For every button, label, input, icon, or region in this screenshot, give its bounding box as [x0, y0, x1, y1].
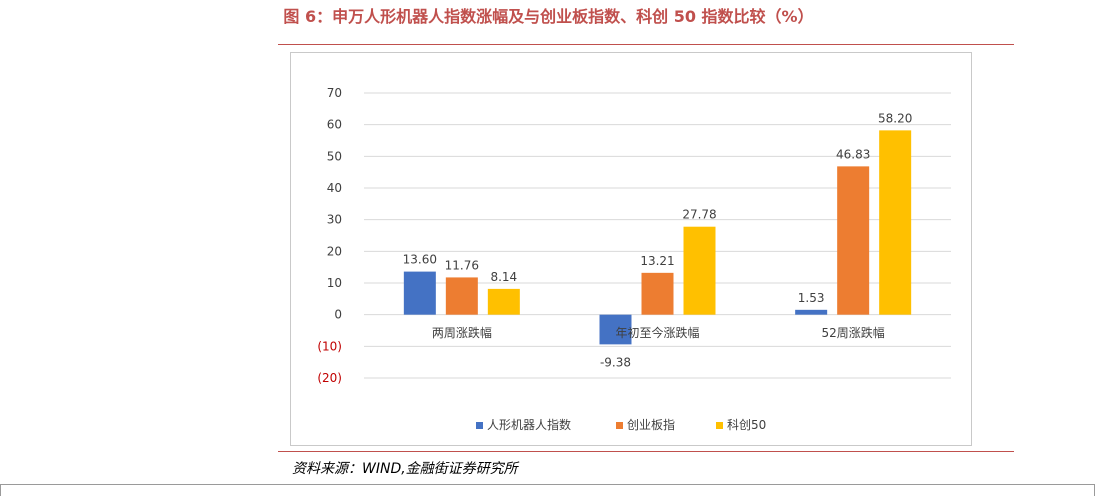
- category-label: 年初至今涨跌幅: [615, 325, 699, 340]
- y-tick-label: 10: [327, 276, 342, 290]
- y-tick-label: 20: [327, 244, 342, 258]
- page-frame: [0, 484, 1095, 496]
- data-label: 46.83: [836, 147, 870, 161]
- legend: 人形机器人指数 创业板指 科创50: [476, 417, 766, 432]
- y-tick-label: 30: [327, 213, 342, 227]
- bars: [403, 130, 912, 345]
- data-label: 58.20: [878, 111, 912, 125]
- category-labels: 两周涨跌幅 年初至今涨跌幅 52周涨跌幅: [432, 325, 885, 340]
- y-tick-label: (20): [317, 371, 342, 385]
- legend-swatch: [616, 422, 623, 429]
- legend-label: 科创50: [727, 418, 766, 432]
- bar: [641, 272, 674, 315]
- y-tick-label: 70: [327, 86, 342, 100]
- source-divider: [278, 451, 1014, 452]
- bar: [683, 226, 716, 315]
- data-label: 8.14: [490, 270, 517, 284]
- source-note: 资料来源：WIND,金融街证券研究所: [292, 461, 518, 477]
- bar: [795, 309, 828, 315]
- legend-label: 人形机器人指数: [487, 417, 571, 432]
- data-labels: 13.60 11.76 8.14 -9.38 13.21 27.78 1.53 46.83 58…: [403, 111, 913, 369]
- bar: [445, 277, 478, 315]
- legend-swatch: [476, 422, 483, 429]
- bar: [837, 166, 870, 315]
- data-label: 11.76: [445, 258, 479, 272]
- data-label: 1.53: [798, 291, 825, 305]
- chart-frame: 70 60 50 40 30 20 10 0 (10) (20) 13.60 11.76 8.14 -9…: [290, 52, 972, 446]
- y-tick-label: 40: [327, 181, 342, 195]
- bar: [599, 314, 632, 345]
- y-axis-ticks: 70 60 50 40 30 20 10 0 (10) (20): [317, 86, 342, 385]
- legend-label: 创业板指: [627, 417, 675, 432]
- data-label: 13.21: [640, 254, 674, 268]
- y-tick-label: 60: [327, 118, 342, 132]
- category-label: 两周涨跌幅: [432, 325, 492, 340]
- bar: [487, 288, 520, 315]
- y-tick-label: 50: [327, 149, 342, 163]
- bar: [403, 271, 436, 315]
- bar: [879, 130, 912, 315]
- data-label: -9.38: [600, 355, 631, 369]
- data-label: 13.60: [403, 253, 437, 267]
- figure-title: 图 6：申万人形机器人指数涨幅及与创业板指数、科创 50 指数比较（%）: [283, 7, 814, 26]
- y-tick-label: (10): [317, 339, 342, 353]
- y-tick-label: 0: [334, 308, 342, 322]
- data-label: 27.78: [682, 208, 716, 222]
- legend-swatch: [716, 422, 723, 429]
- title-divider: [278, 44, 1014, 45]
- bar-chart: 70 60 50 40 30 20 10 0 (10) (20) 13.60 11.76 8.14 -9…: [317, 86, 951, 432]
- category-label: 52周涨跌幅: [822, 325, 885, 340]
